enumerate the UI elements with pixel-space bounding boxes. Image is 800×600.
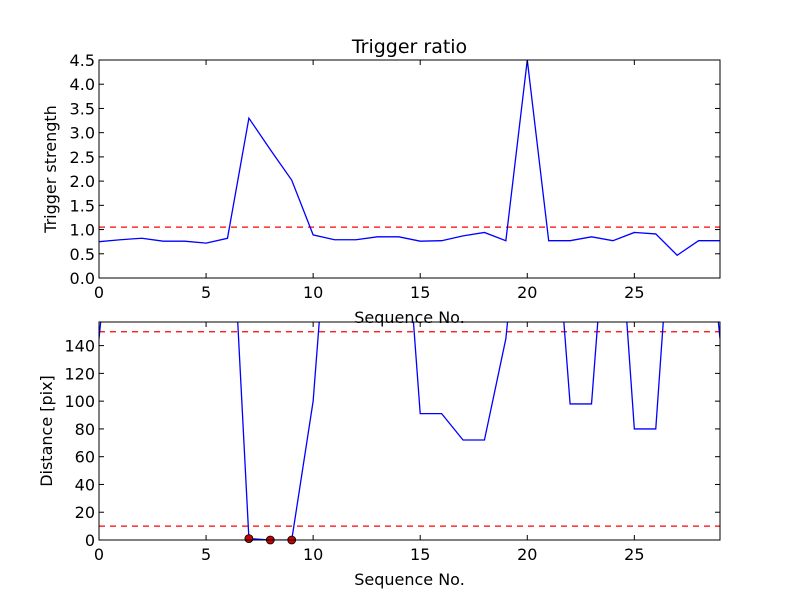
y-axis-label: Trigger strength [41, 105, 60, 234]
y-axis-ticks: 0.0 0.5 1.0 1.5 2.0 2.5 3.0 3.5 4.0 4.5 [70, 51, 720, 288]
x-tick-label: 20 [517, 283, 537, 302]
axes-frame [98, 321, 721, 541]
y-tick-label: 2.5 [70, 148, 95, 167]
x-tick-label: 20 [517, 545, 537, 564]
y-tick-label: 40 [75, 475, 95, 494]
y-tick-label: 1.0 [70, 221, 95, 240]
x-tick-label: 10 [303, 545, 323, 564]
x-tick-label: 0 [94, 283, 104, 302]
y-tick-label: 3.0 [70, 124, 95, 143]
y-tick-label: 4.5 [70, 51, 95, 70]
data-point-marker [244, 534, 254, 544]
x-tick-label: 10 [303, 283, 323, 302]
x-axis-label: Sequence No. [354, 308, 465, 327]
y-tick-label: 4.0 [70, 75, 95, 94]
chart-title: Trigger ratio [351, 36, 467, 58]
y-tick-label: 140 [64, 337, 95, 356]
x-tick-label: 25 [624, 283, 644, 302]
y-tick-label: 3.5 [70, 99, 95, 118]
x-axis-ticks: 0 5 10 15 20 25 [94, 60, 645, 302]
x-tick-label: 5 [201, 283, 211, 302]
y-axis-ticks: 0 20 40 60 80 100 120 140 [64, 337, 720, 550]
y-tick-label: 2.0 [70, 172, 95, 191]
y-axis-label: Distance [pix] [37, 375, 56, 487]
plot-area [99, 60, 720, 257]
y-tick-label: 20 [75, 503, 95, 522]
x-tick-label: 15 [410, 283, 430, 302]
y-tick-label: 0.5 [70, 245, 95, 264]
y-tick-label: 1.5 [70, 196, 95, 215]
y-tick-label: 60 [75, 448, 95, 467]
y-tick-label: 0 [85, 531, 95, 550]
plot-area [99, 322, 720, 540]
distance-chart: 0 5 10 15 20 25 0 20 40 60 80 100 120 140 Sequence N… [37, 321, 721, 589]
x-tick-label: 15 [410, 545, 430, 564]
y-tick-label: 120 [64, 364, 95, 383]
axes-frame [98, 59, 721, 279]
y-tick-label: 100 [64, 392, 95, 411]
x-tick-label: 0 [94, 545, 104, 564]
x-axis-ticks: 0 5 10 15 20 25 [94, 322, 645, 564]
x-tick-label: 5 [201, 545, 211, 564]
y-tick-label: 80 [75, 420, 95, 439]
y-tick-label: 0.0 [70, 269, 95, 288]
x-axis-label: Sequence No. [354, 570, 465, 589]
series-line [99, 60, 720, 257]
x-tick-label: 25 [624, 545, 644, 564]
